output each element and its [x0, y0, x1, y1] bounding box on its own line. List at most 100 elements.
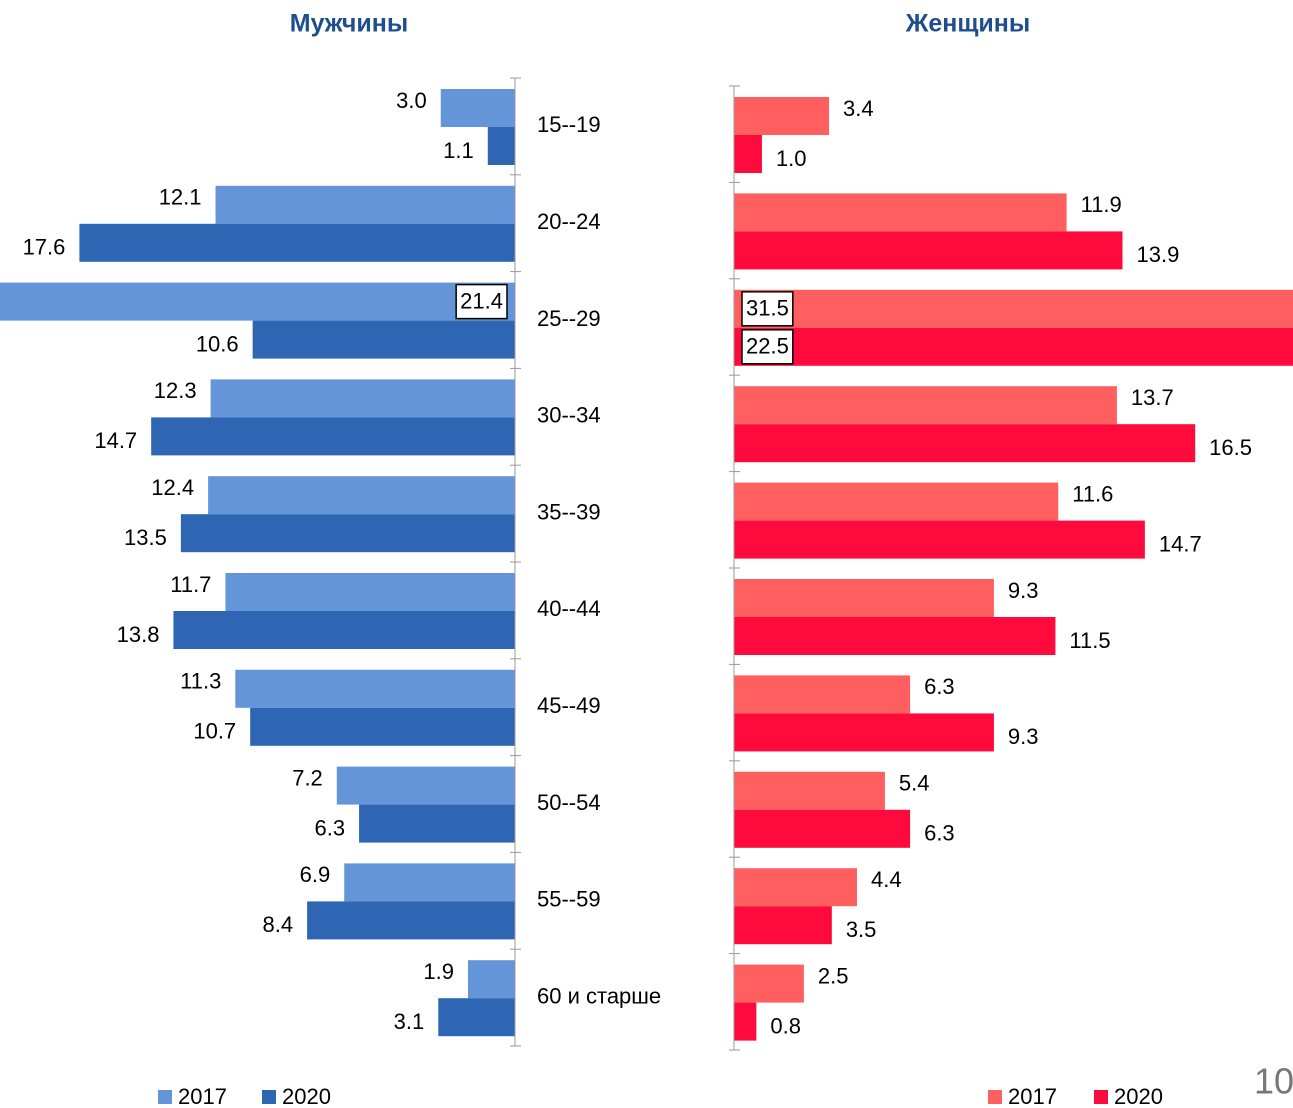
category-label: 50--54	[537, 790, 601, 815]
value-label: 6.3	[314, 815, 345, 840]
bar	[734, 1002, 757, 1041]
bar	[734, 193, 1067, 232]
value-label: 14.7	[94, 428, 137, 453]
value-label: 10.6	[196, 331, 239, 356]
value-label: 3.0	[396, 88, 427, 113]
value-label: 11.9	[1081, 192, 1122, 217]
value-label: 12.1	[159, 185, 202, 210]
value-label: 14.7	[1159, 531, 1202, 556]
bar	[440, 89, 515, 127]
value-label: 0.8	[770, 1013, 801, 1038]
bar	[210, 379, 515, 418]
bar	[734, 97, 830, 135]
value-label: 9.3	[1008, 724, 1039, 749]
bar	[252, 320, 515, 359]
bar	[151, 417, 515, 456]
bar	[734, 289, 1293, 328]
legend-label: 2017	[178, 1084, 227, 1108]
bar	[250, 707, 515, 746]
bar	[215, 185, 515, 224]
bar	[734, 964, 804, 1003]
bar	[208, 476, 515, 515]
bar	[79, 223, 515, 262]
bar-group	[734, 97, 1293, 1041]
value-label: 1.9	[423, 959, 454, 984]
value-label: 6.3	[924, 674, 955, 699]
legend-label: 2017	[1008, 1084, 1057, 1108]
value-label: 10.7	[193, 719, 236, 744]
value-label: 5.4	[899, 771, 930, 796]
bar	[734, 713, 994, 752]
legend-swatch	[1094, 1090, 1108, 1104]
value-label: 13.5	[124, 525, 167, 550]
bar	[734, 906, 832, 945]
legend-swatch	[262, 1090, 276, 1104]
value-label: 3.1	[394, 1009, 425, 1034]
value-label: 6.9	[300, 862, 331, 887]
bar	[307, 901, 515, 940]
value-label: 11.3	[180, 669, 221, 694]
value-label: 16.5	[1209, 435, 1252, 460]
bar	[180, 514, 515, 553]
bar	[487, 127, 515, 165]
bar	[734, 675, 911, 714]
bar	[734, 482, 1059, 521]
bar	[438, 998, 515, 1037]
value-label: 2.5	[818, 963, 849, 988]
bar	[225, 573, 515, 611]
value-label: 11.5	[1069, 628, 1110, 653]
value-label: 7.2	[292, 765, 323, 790]
bar	[467, 960, 515, 999]
category-label: 20--24	[537, 209, 601, 234]
value-label: 13.7	[1131, 385, 1174, 410]
chart-title: Женщины	[905, 10, 1031, 38]
value-label: 17.6	[23, 235, 66, 260]
bar	[734, 327, 1293, 366]
value-label: 3.5	[846, 917, 877, 942]
bar	[344, 863, 515, 902]
value-label: 1.1	[443, 138, 474, 163]
value-label: 4.4	[871, 867, 902, 892]
value-label: 11.7	[170, 572, 211, 597]
value-label: 11.6	[1072, 481, 1113, 506]
legend-swatch	[988, 1090, 1002, 1104]
value-label: 12.3	[154, 378, 197, 403]
legend-label: 2020	[282, 1084, 331, 1108]
category-label: 15--19	[537, 112, 601, 137]
bar	[734, 520, 1145, 559]
value-label: 9.3	[1008, 578, 1039, 603]
value-label: 31.5	[746, 296, 789, 321]
value-label: 6.3	[924, 821, 955, 846]
legend-swatch	[158, 1090, 172, 1104]
value-label: 1.0	[776, 146, 807, 171]
category-label: 30--34	[537, 403, 601, 428]
category-label: 35--39	[537, 499, 601, 524]
chart-title: Мужчины	[290, 10, 408, 38]
bar	[734, 135, 762, 173]
value-label: 13.8	[117, 622, 160, 647]
bar	[734, 617, 1056, 655]
bar-group	[0, 89, 515, 1037]
category-label: 40--44	[537, 596, 601, 621]
bar	[734, 424, 1196, 463]
bar	[173, 611, 515, 649]
bar	[734, 579, 994, 617]
bar	[0, 282, 515, 321]
legend-label: 2020	[1114, 1084, 1163, 1108]
value-label: 12.4	[151, 475, 194, 500]
category-label: 45--49	[537, 693, 601, 718]
category-label: 25--29	[537, 306, 601, 331]
page-number: 10	[1254, 1061, 1293, 1102]
value-label-box	[741, 329, 794, 365]
bar	[734, 386, 1117, 425]
value-label: 22.5	[746, 334, 789, 359]
bar	[734, 868, 857, 907]
bar	[235, 669, 515, 708]
value-label: 13.9	[1137, 242, 1180, 267]
value-label-box	[455, 283, 508, 320]
category-label: 60 и старше	[537, 983, 661, 1008]
value-label: 8.4	[263, 912, 294, 937]
bar	[734, 809, 911, 848]
category-label: 55--59	[537, 887, 601, 912]
